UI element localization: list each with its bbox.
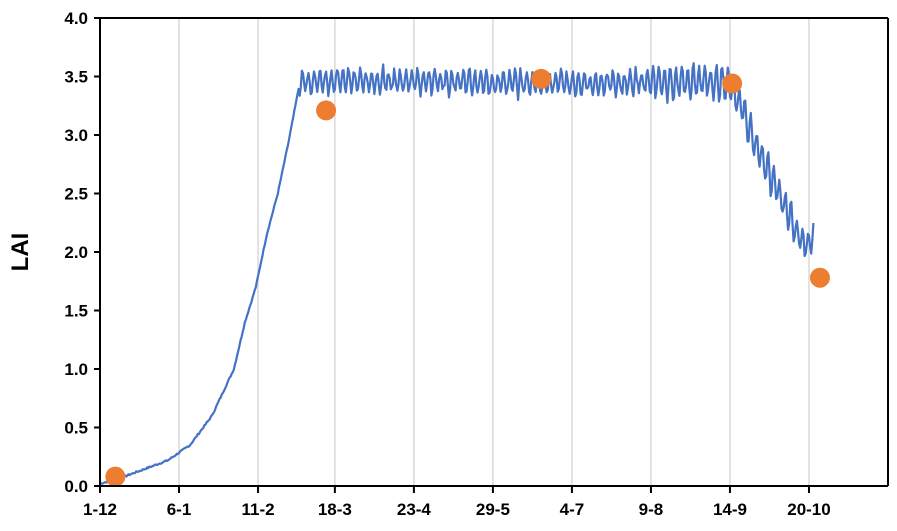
x-tick-label: 4-7 [560, 500, 585, 519]
x-tick-label: 14-9 [713, 500, 747, 519]
y-tick-label: 0.5 [64, 419, 88, 438]
y-tick-labels: 0.0 0.5 1.0 1.5 2.0 2.5 3.0 3.5 4.0 [64, 9, 88, 496]
lai-observed-point [531, 68, 552, 89]
x-tick-label: 23-4 [397, 500, 432, 519]
x-tick-label: 9-8 [639, 500, 664, 519]
x-tick-label: 29-5 [476, 500, 510, 519]
lai-observed-point [722, 73, 743, 94]
y-tick-label: 1.0 [64, 360, 88, 379]
lai-simulated-line [99, 62, 815, 485]
lai-observed-point [809, 267, 830, 288]
vertical-gridlines [178, 18, 810, 486]
x-tick-label: 11-2 [241, 500, 274, 519]
y-tick-label: 2.0 [64, 243, 88, 262]
axes [94, 17, 889, 493]
y-tick-label: 2.5 [64, 185, 88, 204]
lai-observed-point [316, 100, 337, 121]
y-tick-label: 3.5 [64, 68, 88, 87]
y-tick-label: 1.5 [64, 302, 88, 321]
lai-observed-point [105, 466, 126, 487]
x-tick-label: 6-1 [167, 500, 192, 519]
y-tick-label: 0.0 [64, 477, 88, 496]
x-tick-label: 20-10 [787, 500, 830, 519]
x-tick-label: 18-3 [318, 500, 352, 519]
y-axis-title: LAI [7, 233, 34, 272]
y-tick-label: 3.0 [64, 126, 88, 145]
y-tick-label: 4.0 [64, 9, 88, 28]
plot-area [99, 62, 830, 487]
x-tick-label: 1-12 [83, 500, 117, 519]
x-tick-labels: 1-12 6-1 11-2 18-3 23-4 29-5 4-7 9-8 14-9 20-10 [83, 500, 831, 519]
